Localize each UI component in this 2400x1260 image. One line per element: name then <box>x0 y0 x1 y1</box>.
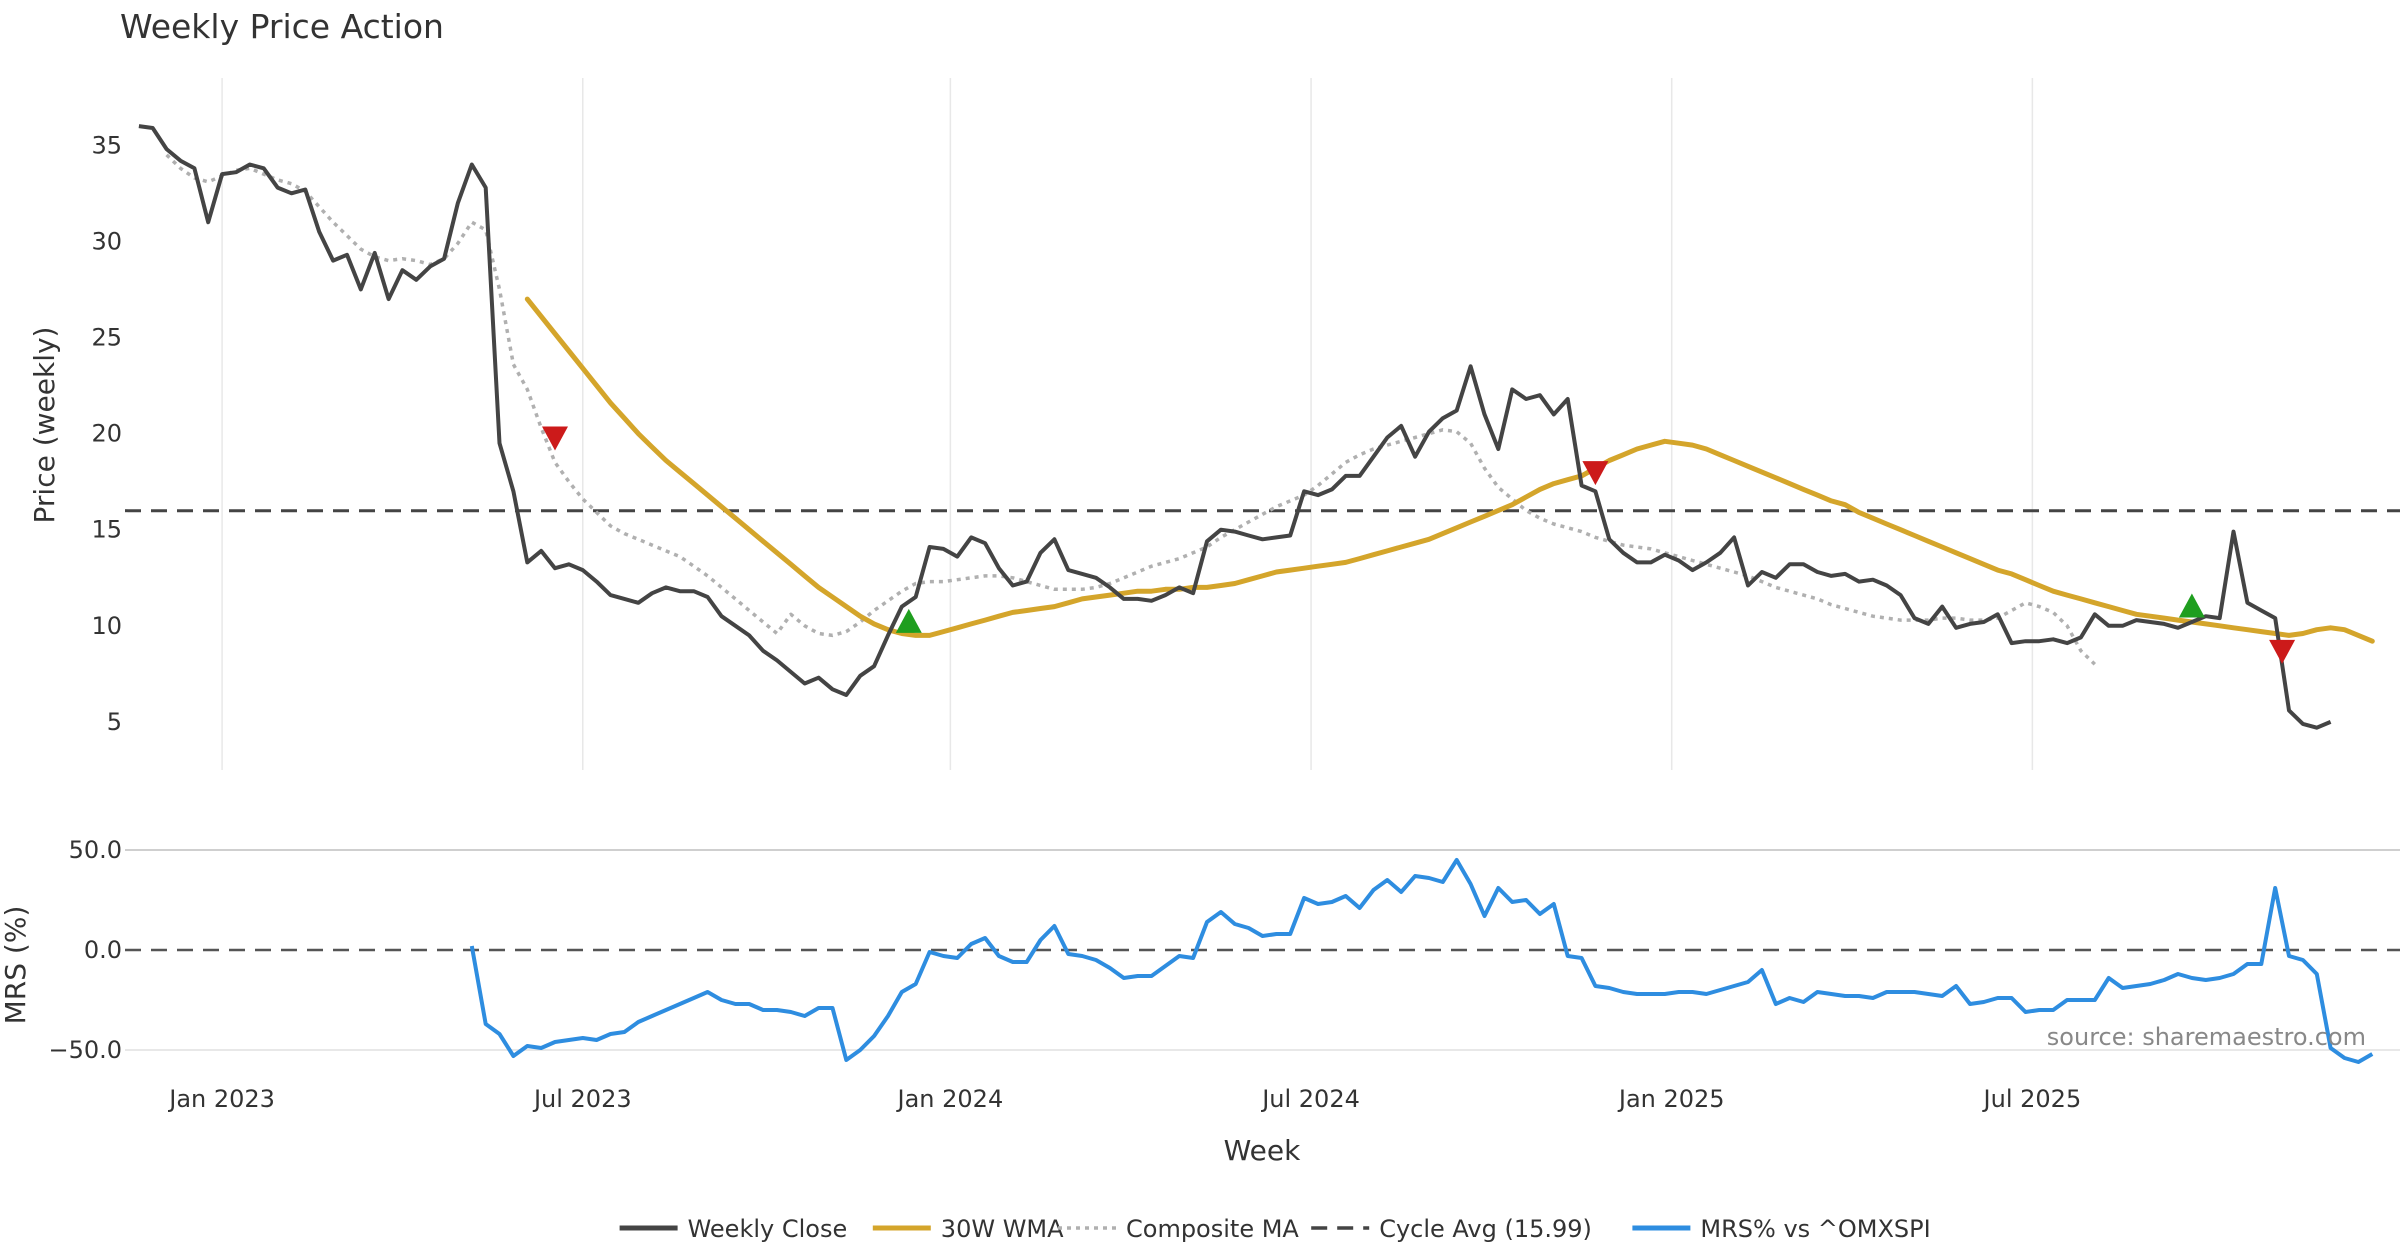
x-tick-label: Jul 2024 <box>1260 1085 1360 1113</box>
legend-label: Composite MA <box>1126 1215 1299 1243</box>
legend-label: MRS% vs ^OMXSPI <box>1700 1215 1930 1243</box>
x-axis-label: Week <box>1224 1134 1301 1167</box>
chart-title: Weekly Price Action <box>120 7 444 46</box>
mrs-y-axis-label: MRS (%) <box>0 906 32 1025</box>
price-y-tick-label: 5 <box>107 708 122 736</box>
legend: Weekly Close 30W WMA Composite MA Cycle Avg… <box>619 1215 1931 1243</box>
price-y-tick-label: 10 <box>91 612 122 640</box>
mrs-y-tick-label: −50.0 <box>48 1036 122 1064</box>
legend-label: 30W WMA <box>941 1215 1064 1243</box>
price-y-tick-label: 35 <box>91 131 122 159</box>
price-y-tick-label: 25 <box>91 324 122 352</box>
series-layer <box>125 124 2400 1064</box>
x-tick-label: Jan 2024 <box>896 1085 1004 1113</box>
legend-label: Weekly Close <box>688 1215 848 1243</box>
source-note: source: sharemaestro.com <box>2047 1023 2366 1051</box>
buy-signal-marker <box>2178 593 2205 618</box>
sell-signal-marker <box>1582 461 1609 486</box>
price-y-axis-label: Price (weekly) <box>28 327 61 524</box>
price-y-tick-label: 30 <box>91 227 122 255</box>
composite-ma-line <box>165 153 2097 666</box>
grid-layer <box>125 78 2400 1051</box>
legend-label: Cycle Avg (15.99) <box>1379 1215 1592 1243</box>
weekly-close-line <box>138 124 2332 730</box>
x-tick-label: Jan 2025 <box>1617 1085 1725 1113</box>
wma-30-line <box>524 296 2375 644</box>
x-tick-label: Jul 2023 <box>532 1085 632 1113</box>
x-tick-label: Jul 2025 <box>1982 1085 2082 1113</box>
axes-layer: Jan 2023 Jul 2023 Jan 2024 Jul 2024 Jan 2025… <box>48 131 2081 1113</box>
mrs-line <box>469 858 2374 1064</box>
price-y-tick-label: 15 <box>91 516 122 544</box>
signal-layer <box>542 426 2296 664</box>
sell-signal-marker <box>2269 639 2296 664</box>
mrs-y-tick-label: 50.0 <box>69 836 122 864</box>
mrs-y-tick-label: 0.0 <box>84 936 122 964</box>
buy-signal-marker <box>895 608 922 633</box>
x-tick-label: Jan 2023 <box>167 1085 275 1113</box>
sell-signal-marker <box>542 426 568 451</box>
price-y-tick-label: 20 <box>91 420 122 448</box>
